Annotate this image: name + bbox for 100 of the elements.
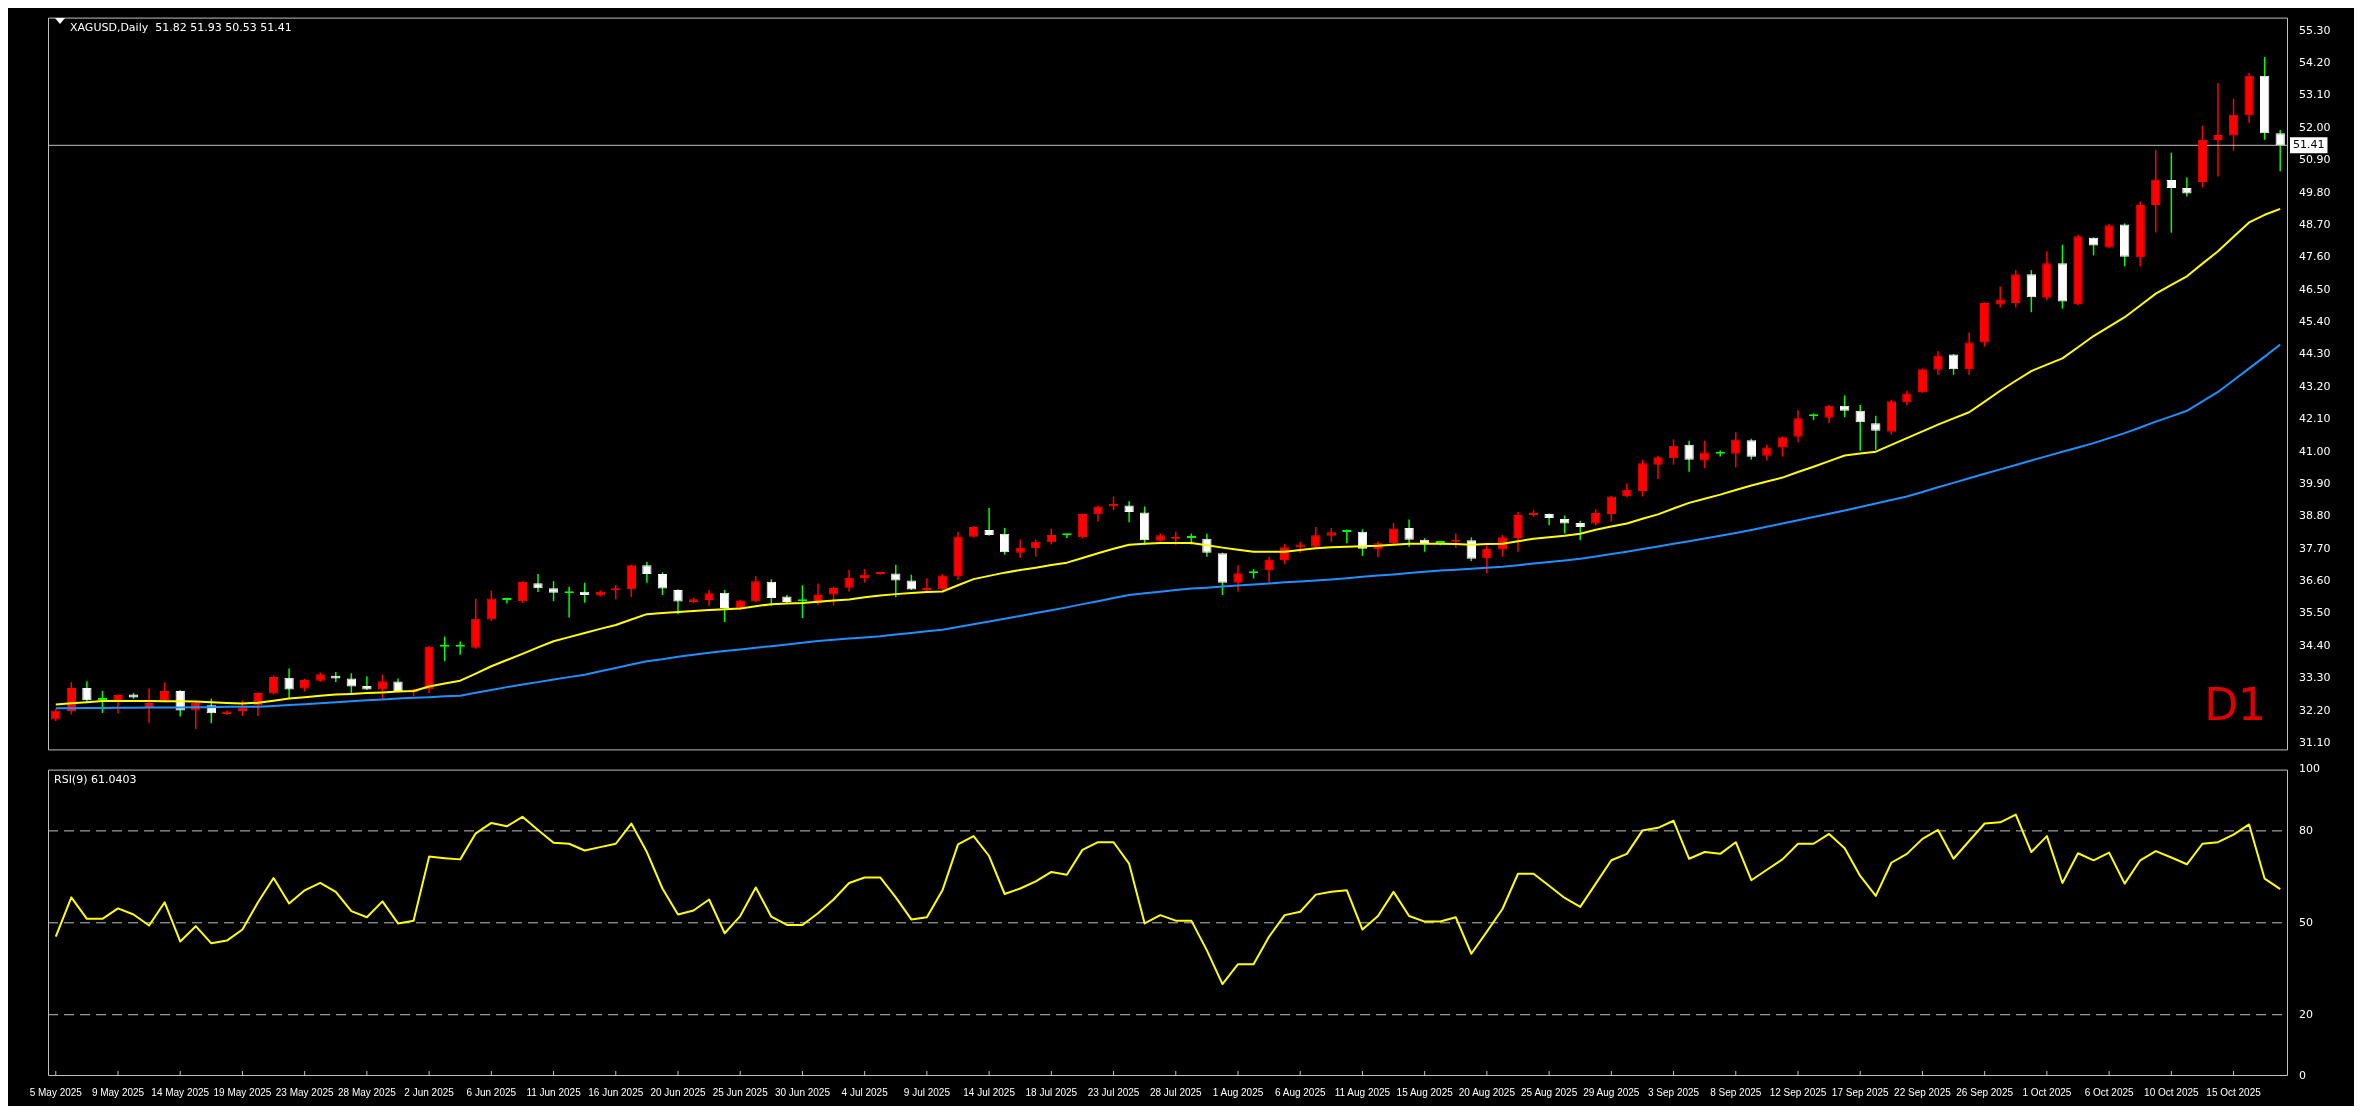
x-tick-label: 3 Sep 2025 [1647,1086,1700,1098]
y-tick-label: 33.30 [2299,671,2331,685]
candlestick [1606,495,1616,523]
y-tick-label: 44.30 [2299,347,2331,361]
x-tick-label: 20 Jun 2025 [650,1086,706,1098]
candlestick [1840,394,1850,419]
candlestick [1731,431,1741,469]
y-tick-label: 39.90 [2299,476,2331,490]
candlestick [332,671,340,683]
candlestick [2026,269,2036,313]
x-tick-label: 16 Jun 2025 [588,1086,644,1098]
candlestick [1948,353,1959,376]
candlestick [1404,518,1414,548]
x-tick-label: 2 Jun 2025 [404,1086,455,1098]
x-tick-label: 20 Aug 2025 [1458,1086,1516,1098]
candlestick [2213,82,2223,178]
candlestick [2151,149,2161,234]
candlestick [1015,538,1025,559]
x-tick-label: 14 Jul 2025 [963,1086,1016,1098]
candlestick [1482,544,1492,574]
x-tick-label: 17 Sep 2025 [1831,1086,1890,1098]
candlestick [751,575,761,604]
x-tick-label: 1 Oct 2025 [2022,1086,2072,1098]
y-tick-label: 54.20 [2299,56,2331,70]
y-tick-label: 80 [2299,823,2313,837]
x-tick-label: 5 May 2025 [29,1086,83,1098]
y-tick-label: 34.40 [2299,638,2331,652]
candlestick [1264,556,1274,584]
ref-line-label: 51.41 [2293,138,2325,152]
x-tick-label: 11 Aug 2025 [1334,1086,1391,1098]
x-tick-label: 25 Jun 2025 [712,1086,769,1098]
x-tick-label: 25 Aug 2025 [1521,1086,1578,1098]
candlestick [1233,564,1243,593]
x-tick-label: 19 May 2025 [213,1086,272,1098]
chart-title: RSI(9) 61.0403 [54,773,137,787]
candlestick [97,690,108,714]
candlestick [1793,409,1803,444]
candlestick [657,571,668,596]
x-tick-label: 22 Sep 2025 [1894,1086,1952,1098]
x-tick-label: 11 Jun 2025 [526,1086,582,1098]
candlestick [2104,223,2114,249]
y-tick-label: 37.70 [2299,541,2331,555]
candlestick [486,589,496,622]
candlestick [346,672,356,696]
candlestick [720,589,730,623]
candlestick [1995,285,2005,309]
x-tick-label: 29 Aug 2025 [1583,1086,1640,1098]
candlestick [844,568,854,593]
y-tick-label: 100 [2299,762,2320,776]
candlestick [1668,438,1679,466]
y-tick-label: 53.10 [2299,88,2331,102]
candlestick [2228,98,2239,152]
y-tick-label: 31.10 [2299,735,2331,749]
candlestick [1513,511,1523,553]
candlestick [626,563,636,598]
y-tick-label: 55.30 [2299,23,2331,37]
y-tick-label: 50 [2299,915,2313,929]
x-tick-label: 15 Aug 2025 [1396,1086,1454,1098]
x-tick-label: 14 May 2025 [151,1086,210,1098]
x-tick-label: 28 Jul 2025 [1149,1086,1203,1098]
candlestick [1777,435,1788,458]
x-tick-label: 15 Oct 2025 [2206,1086,2262,1098]
x-tick-label: 18 Jul 2025 [1025,1086,1078,1098]
candlestick [984,507,994,537]
x-tick-label: 30 Jun 2025 [774,1086,831,1098]
x-tick-label: 23 May 2025 [275,1086,335,1098]
chart-title: XAGUSD,Daily 51.82 51.93 50.53 51.41 [70,21,292,35]
y-tick-label: 32.20 [2299,703,2331,717]
candlestick [548,580,559,602]
x-tick-label: 10 Oct 2025 [2144,1086,2200,1098]
y-tick-label: 38.80 [2299,509,2331,523]
x-tick-label: 9 Jul 2025 [903,1086,951,1098]
x-tick-label: 8 Sep 2025 [1710,1086,1762,1098]
candlestick [642,561,652,584]
x-tick-label: 6 Oct 2025 [2084,1086,2135,1098]
y-tick-label: 36.60 [2299,574,2331,588]
y-tick-label: 46.50 [2299,282,2331,296]
y-tick-label: 49.80 [2299,185,2331,199]
candlestick [1684,440,1694,473]
candlestick [766,578,776,607]
candlestick [1933,350,1943,376]
x-tick-label: 9 May 2025 [91,1086,145,1098]
candlestick [82,680,92,703]
candlestick [673,588,683,615]
x-tick-label: 28 May 2025 [337,1086,397,1098]
candlestick [1824,404,1834,424]
candlestick [1653,455,1663,480]
y-tick-label: 48.70 [2299,217,2331,231]
x-tick-label: 23 Jul 2025 [1087,1086,1140,1098]
candlestick [1746,437,1756,461]
y-tick-label: 42.10 [2299,412,2331,426]
y-tick-label: 20 [2299,1007,2313,1021]
candlestick [517,580,528,604]
y-tick-label: 35.50 [2299,606,2331,620]
x-tick-label: 6 Aug 2025 [1274,1086,1326,1098]
y-tick-label: 43.20 [2299,379,2331,393]
candlestick [377,674,388,700]
y-tick-label: 41.00 [2299,444,2331,458]
candlestick [1917,367,1928,394]
candlestick [2275,129,2285,172]
